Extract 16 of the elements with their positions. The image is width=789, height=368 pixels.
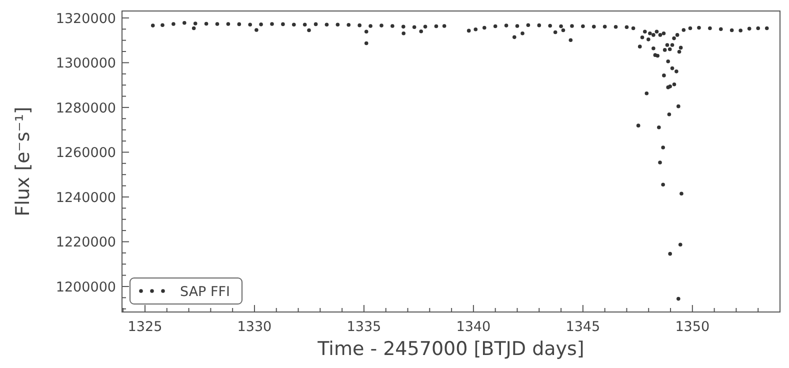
legend-label: SAP FFI [180,284,230,300]
y-axis-title: Flux [e⁻s⁻¹] [12,106,34,216]
x-tick-label: 1330 [237,319,272,335]
y-tick-label: 1220000 [56,234,116,251]
y-tick-label: 1200000 [56,279,116,296]
x-tick-label: 1335 [346,319,382,335]
x-tick-label: 1345 [566,319,600,335]
x-tick-label: 1340 [456,319,491,335]
y-tick-label: 1320000 [56,10,116,27]
y-tick-label: 1280000 [56,100,116,116]
y-tick-label: 1300000 [56,56,116,72]
x-axis-title: Time - 2457000 [BTJD days] [316,338,584,360]
x-tick-label: 1325 [128,319,162,335]
y-tick-label: 1260000 [56,145,116,162]
y-tick-label: 1240000 [56,190,116,206]
x-tick-label: 1350 [675,319,710,335]
